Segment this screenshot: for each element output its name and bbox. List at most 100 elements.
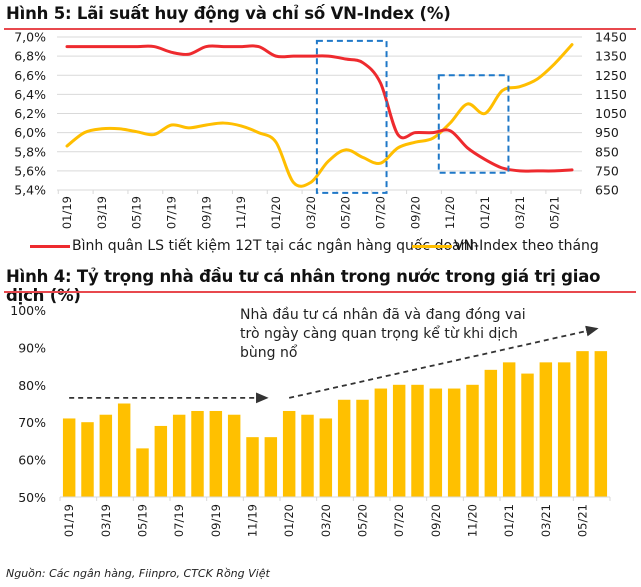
y-right-tick-label: 1350	[595, 49, 627, 64]
y-right-tick-label: 650	[595, 183, 619, 198]
x-tick-label: 07/20	[373, 196, 387, 229]
bar-09-19	[209, 410, 223, 497]
bar-01-20	[282, 410, 296, 497]
x-tick-label: 11/20	[443, 196, 457, 229]
legend-item-vnindex: VN-Index theo tháng	[412, 238, 599, 254]
y-right-tick-label: 950	[595, 125, 619, 140]
y-right-tick-label: 1150	[595, 87, 627, 102]
y-tick-label: 100%	[10, 303, 46, 318]
bar-06-20	[374, 388, 388, 497]
bar-03-19	[99, 414, 113, 497]
y-left-tick-label: 5,6%	[14, 163, 46, 178]
trend-arrow-2	[288, 325, 599, 399]
bar-12-20	[484, 369, 498, 497]
bar-02-20	[301, 414, 314, 497]
series-line-vnindex	[65, 43, 574, 188]
x-tick-label: 09/20	[429, 504, 443, 537]
bar-04-19	[117, 403, 131, 497]
x-tick-label: 07/20	[392, 504, 406, 537]
x-tick-label: 03/21	[513, 196, 527, 229]
bar-05-21	[576, 351, 589, 497]
x-tick-label: 03/20	[319, 504, 333, 537]
legend-label-vnindex: VN-Index theo tháng	[454, 238, 599, 254]
bar-11-20	[466, 384, 479, 497]
x-tick-label: 01/19	[60, 196, 74, 229]
bar-04-20	[337, 399, 351, 497]
x-tick-label: 09/19	[199, 196, 213, 229]
y-tick-label: 50%	[18, 490, 46, 505]
bar-08-19	[191, 410, 204, 497]
bar-06-21	[594, 351, 608, 497]
x-tick-label: 11/19	[246, 504, 260, 537]
x-tick-label: 03/20	[304, 196, 318, 229]
x-tick-label: 05/20	[356, 504, 370, 537]
y-tick-label: 90%	[18, 340, 46, 355]
x-tick-label: 05/20	[339, 196, 353, 229]
y-right-tick-label: 750	[595, 163, 619, 178]
x-tick-label: 03/21	[539, 504, 553, 537]
bar-03-21	[539, 362, 553, 497]
x-tick-label: 03/19	[99, 504, 113, 537]
x-tick-label: 05/19	[136, 504, 150, 537]
y-left-tick-label: 6,8%	[14, 49, 46, 64]
y-tick-label: 80%	[18, 378, 46, 393]
source-note: Nguồn: Các ngân hàng, Fiinpro, CTCK Rồng…	[6, 567, 270, 580]
bar-01-19	[62, 418, 76, 497]
x-tick-label: 01/20	[282, 504, 296, 537]
bar-10-20	[447, 388, 461, 497]
y-tick-label: 60%	[18, 453, 46, 468]
y-right-tick-label: 1450	[595, 30, 627, 45]
bar-05-19	[136, 448, 149, 497]
bar-12-19	[264, 437, 278, 497]
x-tick-label: 03/19	[95, 196, 109, 229]
bar-02-21	[521, 373, 534, 497]
x-tick-label: 11/20	[466, 504, 480, 537]
bar-01-21	[502, 362, 516, 497]
bar-02-19	[81, 422, 94, 497]
x-tick-label: 05/21	[548, 196, 562, 229]
y-right-tick-label: 1250	[595, 68, 627, 83]
x-tick-label: 07/19	[164, 196, 178, 229]
y-left-tick-label: 6,4%	[14, 87, 46, 102]
legend-swatch-rate	[30, 244, 70, 248]
x-tick-label: 07/19	[172, 504, 186, 537]
chart2-annotation-note: Nhà đầu tư cá nhân đã và đang đóng vai t…	[240, 307, 526, 361]
y-right-tick-label: 1050	[595, 106, 627, 121]
x-tick-label: 01/20	[269, 196, 283, 229]
bar-04-21	[557, 362, 571, 497]
bar-05-20	[356, 399, 369, 497]
y-left-tick-label: 7,0%	[14, 30, 46, 45]
x-tick-label: 05/19	[130, 196, 144, 229]
legend-item-rate: Bình quân LS tiết kiệm 12T tại các ngân …	[30, 238, 478, 254]
bar-08-20	[411, 384, 424, 497]
highlight-box-2	[437, 74, 510, 174]
legend-swatch-vnindex	[412, 244, 452, 248]
chart2-title: Hình 4: Tỷ trọng nhà đầu tư cá nhân tron…	[6, 267, 601, 305]
x-tick-label: 11/19	[234, 196, 248, 229]
bar-09-20	[429, 388, 443, 497]
x-tick-label: 01/19	[62, 504, 76, 537]
bar-03-20	[319, 418, 333, 497]
x-tick-label: 05/21	[576, 504, 590, 537]
y-left-tick-label: 5,8%	[14, 144, 46, 159]
y-left-tick-label: 6,0%	[14, 125, 46, 140]
y-left-tick-label: 6,2%	[14, 106, 46, 121]
title-rule-2	[4, 291, 636, 293]
highlight-box-1	[315, 39, 388, 194]
y-left-tick-label: 5,4%	[14, 183, 46, 198]
chart1-title: Hình 5: Lãi suất huy động và chỉ số VN-I…	[6, 4, 451, 23]
bar-10-19	[227, 414, 241, 497]
bar-06-19	[154, 425, 168, 497]
y-left-tick-label: 6,6%	[14, 68, 46, 83]
bar-07-20	[392, 384, 406, 497]
series-line-rate	[65, 44, 574, 173]
x-tick-label: 01/21	[478, 196, 492, 229]
legend-label-rate: Bình quân LS tiết kiệm 12T tại các ngân …	[72, 238, 479, 254]
x-tick-label: 01/21	[502, 504, 516, 537]
x-tick-label: 09/19	[209, 504, 223, 537]
y-right-tick-label: 850	[595, 144, 619, 159]
title-rule-1	[4, 28, 636, 30]
x-tick-label: 09/20	[408, 196, 422, 229]
bar-07-19	[172, 414, 186, 497]
